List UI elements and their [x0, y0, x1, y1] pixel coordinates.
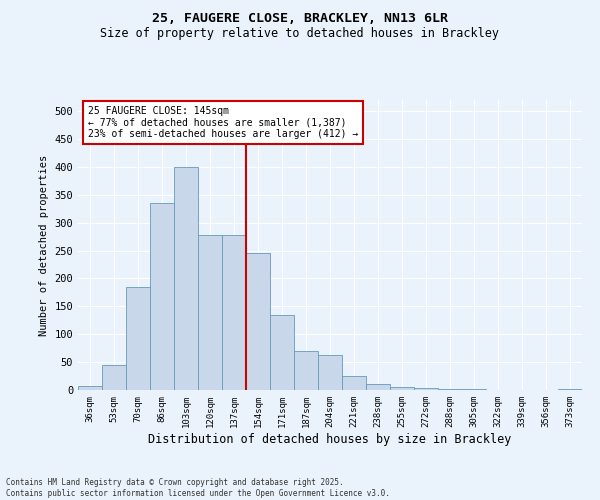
Bar — [78, 386, 102, 390]
Bar — [174, 167, 198, 390]
Bar — [342, 376, 366, 390]
Bar — [270, 314, 294, 390]
Bar — [246, 254, 270, 390]
Bar — [222, 235, 246, 390]
Bar — [198, 235, 222, 390]
Y-axis label: Number of detached properties: Number of detached properties — [39, 154, 49, 336]
Bar — [102, 365, 126, 390]
X-axis label: Distribution of detached houses by size in Brackley: Distribution of detached houses by size … — [148, 432, 512, 446]
Bar — [366, 384, 390, 390]
Bar — [414, 388, 438, 390]
Text: Size of property relative to detached houses in Brackley: Size of property relative to detached ho… — [101, 28, 499, 40]
Bar — [126, 287, 150, 390]
Bar — [150, 203, 174, 390]
Text: Contains HM Land Registry data © Crown copyright and database right 2025.
Contai: Contains HM Land Registry data © Crown c… — [6, 478, 390, 498]
Bar — [294, 351, 318, 390]
Text: 25, FAUGERE CLOSE, BRACKLEY, NN13 6LR: 25, FAUGERE CLOSE, BRACKLEY, NN13 6LR — [152, 12, 448, 26]
Bar — [390, 387, 414, 390]
Text: 25 FAUGERE CLOSE: 145sqm
← 77% of detached houses are smaller (1,387)
23% of sem: 25 FAUGERE CLOSE: 145sqm ← 77% of detach… — [88, 106, 358, 139]
Bar — [318, 355, 342, 390]
